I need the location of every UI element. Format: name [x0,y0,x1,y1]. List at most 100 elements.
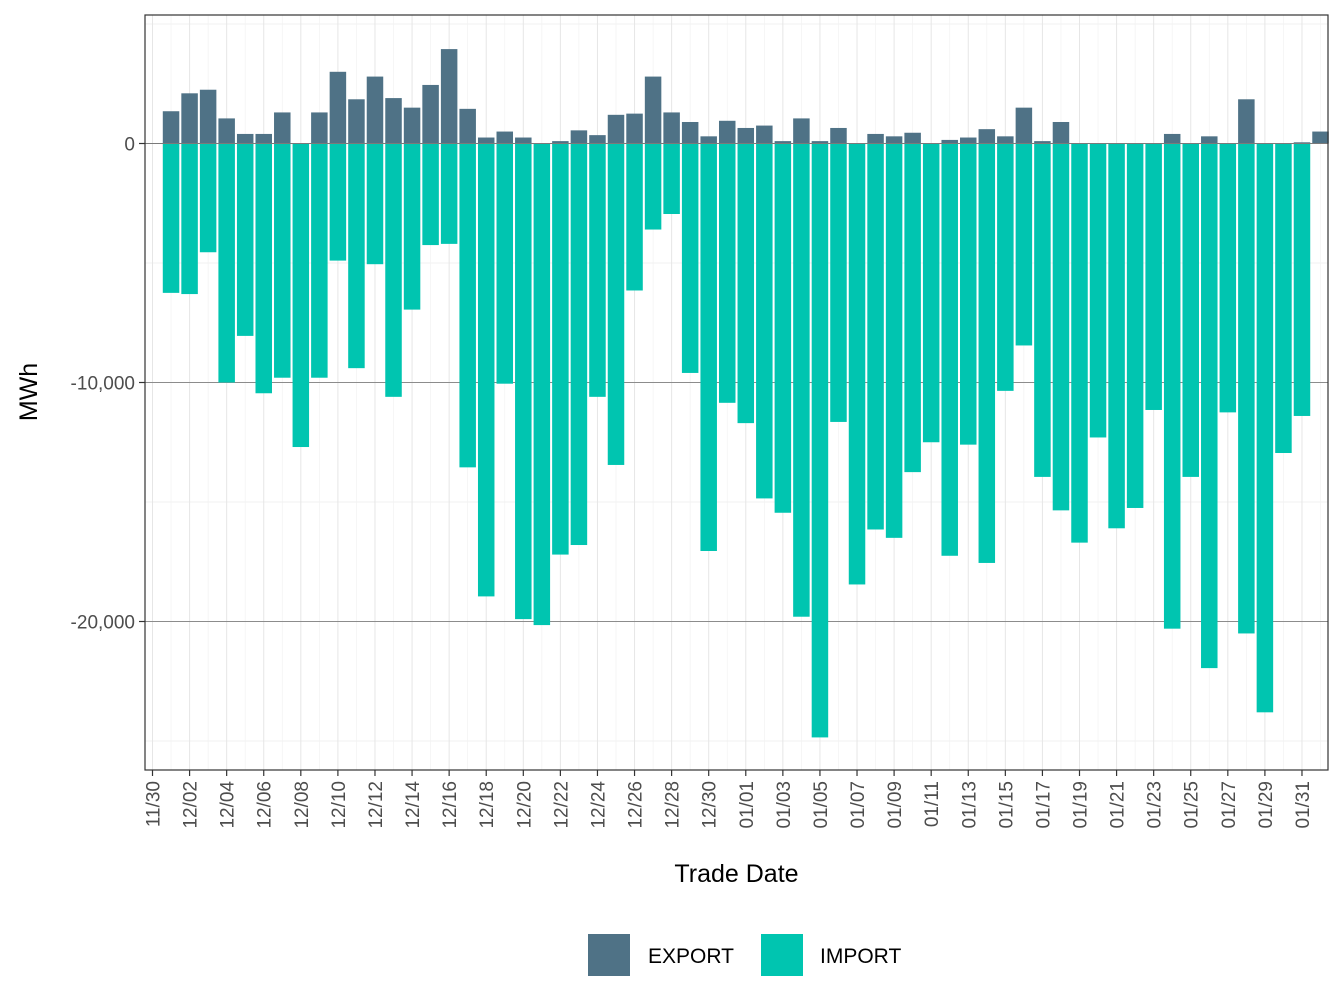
x-axis-title: Trade Date [674,860,798,888]
bar-import-12-13 [403,143,421,310]
bar-import-12-21 [552,143,569,555]
bar-export-12-03 [218,118,235,144]
plot-border [144,14,1329,771]
bar-export-12-06 [274,112,291,144]
bar-import-12-01 [181,143,198,295]
bar-import-12-29 [700,143,717,551]
bar-import-12-25 [626,143,643,291]
x-tick-label: 12/20 [514,781,535,829]
bar-import-12-14 [422,143,439,246]
bar-export-12-05 [255,133,272,144]
bar-import-01-05 [830,143,847,422]
bar-export-12-19 [515,137,532,144]
bar-export-12-25 [626,113,643,144]
legend-swatch-import [761,934,803,976]
bar-export-12-10 [348,99,365,144]
bar-import-12-07 [292,143,310,448]
bar-export-12-12 [385,98,402,144]
bar-export-12-26 [644,76,662,144]
bar-import-01-03 [793,143,810,617]
bar-export-12-27 [663,112,680,144]
y-tick-label: -20,000 [71,613,135,634]
bar-export-12-13 [403,107,421,144]
bar-import-01-27 [1238,143,1255,634]
bar-export-12-01 [181,93,198,144]
bar-import-12-16 [459,143,476,468]
bar-export-01-08 [885,136,903,144]
bar-export-12-02 [199,89,217,144]
legend-swatch-export [588,934,630,976]
x-tick-label: 12/10 [329,781,350,829]
bar-export-01-23 [1163,133,1181,144]
bar-import-01-30 [1293,143,1311,416]
bar-import-01-01 [756,143,773,499]
x-tick-label: 12/28 [663,781,684,829]
bar-export-12-11 [366,76,384,144]
bar-import-12-30 [718,143,736,403]
x-tick-label: 12/06 [255,781,276,829]
legend-label-export: EXPORT [648,945,734,968]
bar-import-01-29 [1275,143,1292,454]
bar-export-01-27 [1238,99,1255,144]
bar-export-01-31 [1312,131,1329,144]
x-tick-label: 01/11 [922,781,943,827]
bar-export-01-11 [941,139,958,144]
legend-label-import: IMPORT [820,945,901,968]
bar-import-01-11 [941,143,958,556]
x-tick-label: 12/04 [218,781,239,829]
x-tick-label: 12/16 [440,781,461,829]
bar-export-01-15 [1015,107,1033,144]
x-tick-label: 01/29 [1256,781,1277,829]
bar-import-12-28 [681,143,699,373]
bar-import-01-19 [1089,143,1107,438]
x-tick-label: 12/30 [700,781,721,829]
x-tick-label: 01/07 [848,781,869,829]
bar-export-12-08 [311,112,328,144]
bar-import-12-26 [644,143,662,230]
x-tick-label: 01/15 [996,781,1017,829]
bar-export-01-09 [904,132,921,144]
bar-import-01-04 [811,143,829,738]
bar-export-12-31 [737,127,755,144]
x-tick-label: 01/05 [811,781,832,829]
bar-export-01-25 [1201,136,1218,144]
bar-export-12-21 [552,141,569,144]
bar-import-12-08 [311,143,328,378]
bar-import-12-24 [607,143,625,465]
bar-export-12-30 [718,120,736,144]
bar-export-12-23 [589,135,606,144]
x-tick-label: 01/09 [885,781,906,829]
bar-import-01-22 [1145,143,1162,410]
bar-import-01-16 [1034,143,1051,477]
bar-import-12-04 [236,143,254,336]
bar-import-12-02 [199,143,217,253]
bar-import-01-02 [774,143,792,513]
bar-import-12-22 [570,143,588,546]
bar-import-01-12 [960,143,977,445]
x-tick-label: 01/23 [1145,781,1166,829]
x-tick-label: 12/26 [626,781,647,829]
x-tick-label: 12/22 [551,781,572,829]
bar-import-01-06 [848,143,866,585]
bar-import-01-15 [1015,143,1033,346]
y-tick-label: 0 [124,135,135,156]
x-tick-label: 01/13 [959,781,980,829]
x-tick-label: 12/08 [292,781,313,829]
x-tick-label: 12/18 [477,781,498,829]
x-tick-label: 12/14 [403,781,424,829]
bar-import-12-05 [255,143,272,394]
x-tick-label: 01/25 [1182,781,1203,829]
bar-import-12-20 [533,143,551,626]
bar-export-01-02 [774,141,792,144]
bar-export-12-14 [422,84,439,144]
bar-import-12-09 [329,143,347,261]
bar-import-01-26 [1219,143,1237,413]
bar-export-01-05 [830,127,847,144]
x-tick-label: 01/03 [774,781,795,829]
x-tick-label: 01/17 [1033,781,1054,829]
bar-export-12-18 [496,131,514,144]
bar-import-12-18 [496,143,514,384]
x-tick-label: 01/27 [1219,781,1240,829]
bar-export-12-24 [607,114,625,144]
